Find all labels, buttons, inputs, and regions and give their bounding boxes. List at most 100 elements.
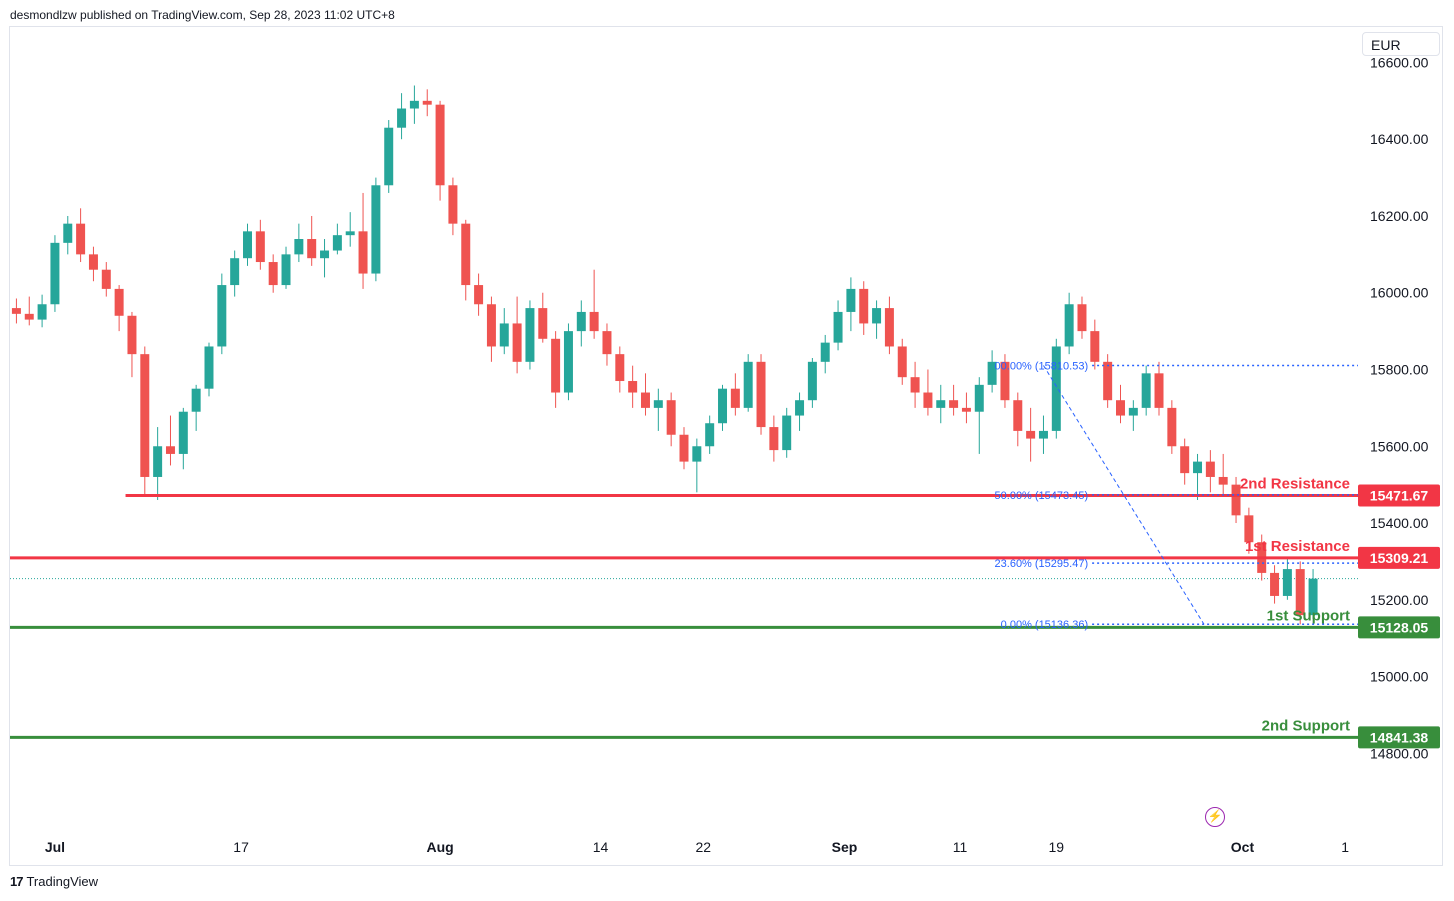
candle-body[interactable] <box>1193 461 1203 474</box>
candle-body[interactable] <box>345 231 355 236</box>
candle-body[interactable] <box>1270 572 1280 596</box>
candle-body[interactable] <box>628 381 638 393</box>
candle-body[interactable] <box>974 384 984 412</box>
candle-body[interactable] <box>499 323 509 347</box>
candle-body[interactable] <box>1244 515 1254 543</box>
candle-body[interactable] <box>1116 400 1125 416</box>
candle-body[interactable] <box>127 315 137 355</box>
candle-body[interactable] <box>936 400 946 408</box>
candle-body[interactable] <box>217 285 227 347</box>
candle-body[interactable] <box>820 342 830 362</box>
candle-body[interactable] <box>461 223 471 286</box>
candle-body[interactable] <box>178 411 188 454</box>
candle-body[interactable] <box>576 311 586 332</box>
candle-body[interactable] <box>397 108 407 128</box>
candle-body[interactable] <box>114 288 124 316</box>
candle-body[interactable] <box>589 311 599 332</box>
candle-body[interactable] <box>923 392 933 408</box>
candle-body[interactable] <box>1205 461 1215 477</box>
candle-body[interactable] <box>384 127 394 186</box>
candle-body[interactable] <box>705 423 715 447</box>
candle-body[interactable] <box>422 100 432 105</box>
candle-body[interactable] <box>551 338 561 393</box>
candle-body[interactable] <box>666 400 676 435</box>
candle-body[interactable] <box>1064 304 1074 347</box>
candle-body[interactable] <box>1308 578 1318 616</box>
candle-body[interactable] <box>730 388 740 408</box>
candle-body[interactable] <box>910 377 920 393</box>
candle-body[interactable] <box>358 231 368 274</box>
candle-body[interactable] <box>101 269 111 289</box>
candle-body[interactable] <box>1013 400 1023 431</box>
candle-body[interactable] <box>1218 476 1228 485</box>
candle-body[interactable] <box>1090 331 1100 362</box>
candle-body[interactable] <box>76 223 86 255</box>
candle-body[interactable] <box>332 235 342 251</box>
candle-body[interactable] <box>718 388 728 424</box>
candle-body[interactable] <box>153 446 163 477</box>
candle-body[interactable] <box>782 415 792 451</box>
candle-body[interactable] <box>615 354 625 382</box>
candle-body[interactable] <box>640 392 650 408</box>
candle-body[interactable] <box>37 304 47 320</box>
candle-body[interactable] <box>281 254 291 286</box>
candle-body[interactable] <box>435 104 445 186</box>
candle-body[interactable] <box>692 446 702 462</box>
candle-body[interactable] <box>294 239 304 255</box>
currency-selector[interactable]: EUR <box>1362 32 1440 56</box>
candle-body[interactable] <box>1231 484 1241 516</box>
candle-body[interactable] <box>1154 373 1164 408</box>
candle-body[interactable] <box>50 242 60 305</box>
candle-body[interactable] <box>512 323 522 362</box>
candle-body[interactable] <box>63 223 73 243</box>
candle-body[interactable] <box>1141 373 1151 408</box>
candle-body[interactable] <box>1000 361 1010 401</box>
candle-body[interactable] <box>872 308 882 324</box>
candle-body[interactable] <box>140 354 150 477</box>
candle-body[interactable] <box>24 313 34 320</box>
candle-body[interactable] <box>602 331 612 355</box>
candle-body[interactable] <box>833 311 843 343</box>
candle-body[interactable] <box>268 262 278 286</box>
candle-body[interactable] <box>255 231 265 263</box>
candle-body[interactable] <box>1128 407 1138 416</box>
candle-body[interactable] <box>756 361 766 428</box>
candle-body[interactable] <box>320 250 330 259</box>
candle-body[interactable] <box>1038 430 1048 439</box>
candle-body[interactable] <box>191 388 201 412</box>
candle-body[interactable] <box>371 185 381 274</box>
candle-body[interactable] <box>474 285 484 305</box>
candle-body[interactable] <box>846 288 856 312</box>
candle-body[interactable] <box>1051 346 1061 431</box>
candle-body[interactable] <box>1167 407 1177 447</box>
lightning-icon[interactable]: ⚡ <box>1205 807 1225 827</box>
candle-body[interactable] <box>653 400 663 408</box>
candle-body[interactable] <box>1026 430 1036 439</box>
candle-body[interactable] <box>884 308 894 347</box>
candle-body[interactable] <box>563 331 573 393</box>
candle-body[interactable] <box>679 434 689 462</box>
candle-body[interactable] <box>897 346 907 378</box>
candle-body[interactable] <box>165 446 175 454</box>
candle-body[interactable] <box>307 239 317 259</box>
candle-body[interactable] <box>448 185 458 224</box>
candle-body[interactable] <box>961 407 971 412</box>
candle-body[interactable] <box>538 308 548 339</box>
candle-body[interactable] <box>949 400 959 408</box>
candle-body[interactable] <box>1103 361 1113 401</box>
candle-body[interactable] <box>409 100 419 109</box>
candle-body[interactable] <box>987 361 997 385</box>
candle-body[interactable] <box>743 361 753 408</box>
candle-body[interactable] <box>88 254 98 270</box>
candle-body[interactable] <box>769 427 779 451</box>
candle-body[interactable] <box>243 231 252 259</box>
candle-body[interactable] <box>204 346 214 389</box>
candle-body[interactable] <box>11 308 21 314</box>
candle-body[interactable] <box>230 258 240 286</box>
candle-body[interactable] <box>859 288 869 324</box>
candle-body[interactable] <box>525 308 535 362</box>
candle-body[interactable] <box>1077 304 1087 332</box>
candle-body[interactable] <box>1282 569 1292 596</box>
candle-body[interactable] <box>1180 446 1190 474</box>
